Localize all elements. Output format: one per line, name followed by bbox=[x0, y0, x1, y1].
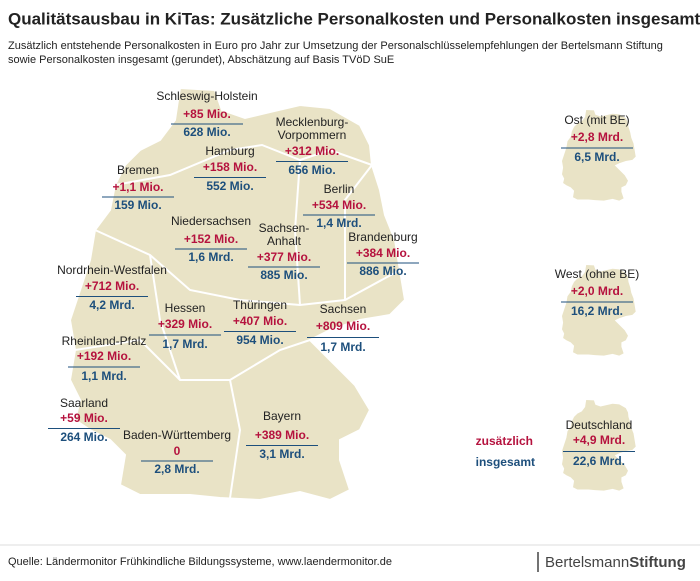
total-cost: 3,1 Mrd. bbox=[259, 447, 304, 461]
labels: Schleswig-Holstein +85 Mio. 628 Mio. Meckle… bbox=[48, 89, 639, 476]
additional-cost: +1,1 Mio. bbox=[112, 180, 163, 194]
legend-additional: zusätzlich bbox=[476, 434, 533, 448]
source: Quelle: Ländermonitor Frühkindliche Bild… bbox=[8, 556, 392, 568]
total-cost: 2,8 Mrd. bbox=[154, 462, 199, 476]
region-name: Baden-Württemberg bbox=[123, 428, 231, 442]
additional-cost: +158 Mio. bbox=[203, 160, 257, 174]
total-cost: 4,2 Mrd. bbox=[89, 298, 134, 312]
additional-cost: +192 Mio. bbox=[77, 349, 131, 363]
region-name: Hessen bbox=[165, 301, 206, 315]
region-name: Niedersachsen bbox=[171, 214, 251, 228]
region-name: West (ohne BE) bbox=[555, 267, 639, 281]
total-cost: 954 Mio. bbox=[236, 333, 283, 347]
additional-cost: +2,0 Mrd. bbox=[571, 284, 623, 298]
total-cost: 628 Mio. bbox=[183, 125, 230, 139]
additional-cost: +152 Mio. bbox=[184, 232, 238, 246]
region-name: Mecklenburg- bbox=[276, 115, 349, 129]
additional-cost: +389 Mio. bbox=[255, 428, 309, 442]
additional-cost: +712 Mio. bbox=[85, 279, 139, 293]
total-cost: 1,7 Mrd. bbox=[162, 337, 207, 351]
region-name: Brandenburg bbox=[348, 230, 417, 244]
border bbox=[293, 159, 301, 306]
additional-cost: +85 Mio. bbox=[183, 107, 231, 121]
additional-cost: +377 Mio. bbox=[257, 250, 311, 264]
region-name: Nordrhein-Westfalen bbox=[57, 263, 167, 277]
region-name: Hamburg bbox=[205, 144, 254, 158]
total-cost: 886 Mio. bbox=[359, 264, 406, 278]
region-name: Bremen bbox=[117, 163, 159, 177]
total-cost: 885 Mio. bbox=[260, 268, 307, 282]
region-name: Schleswig-Holstein bbox=[156, 89, 257, 103]
additional-cost: +2,8 Mrd. bbox=[571, 130, 623, 144]
region-name: Sachsen- bbox=[259, 221, 310, 235]
additional-cost: +4,9 Mrd. bbox=[573, 433, 625, 447]
total-cost: 552 Mio. bbox=[206, 179, 253, 193]
logo-bold: Stiftung bbox=[629, 554, 686, 571]
region-name: Deutschland bbox=[566, 418, 633, 432]
region-name: Thüringen bbox=[233, 298, 287, 312]
region-name: Berlin bbox=[324, 182, 355, 196]
border bbox=[149, 254, 181, 381]
additional-cost: +809 Mio. bbox=[316, 319, 370, 333]
additional-cost: +312 Mio. bbox=[285, 144, 339, 158]
total-cost: 22,6 Mrd. bbox=[573, 454, 625, 468]
title: Qualitätsausbau in KiTas: Zusätzliche Pe… bbox=[8, 9, 700, 28]
logo: BertelsmannStiftung bbox=[545, 554, 686, 571]
region-name: Anhalt bbox=[267, 234, 302, 248]
region-name: Rheinland-Pfalz bbox=[62, 334, 147, 348]
additional-cost: +407 Mio. bbox=[233, 314, 287, 328]
total-cost: 1,6 Mrd. bbox=[188, 250, 233, 264]
region-name: Bayern bbox=[263, 409, 301, 423]
border bbox=[344, 164, 373, 300]
total-cost: 1,4 Mrd. bbox=[316, 216, 361, 230]
total-cost: 264 Mio. bbox=[60, 430, 107, 444]
total-cost: 6,5 Mrd. bbox=[574, 150, 619, 164]
region-name: Saarland bbox=[60, 396, 108, 410]
subtitle: sowie Personalkosten insgesamt (gerundet… bbox=[8, 54, 394, 66]
border bbox=[229, 379, 242, 499]
additional-cost: +329 Mio. bbox=[158, 317, 212, 331]
border bbox=[74, 338, 311, 381]
logo-regular: Bertelsmann bbox=[545, 554, 629, 571]
additional-cost: +59 Mio. bbox=[60, 411, 108, 425]
region-name: Sachsen bbox=[320, 302, 367, 316]
total-cost: 159 Mio. bbox=[114, 198, 161, 212]
total-cost: 16,2 Mrd. bbox=[571, 304, 623, 318]
additional-cost: 0 bbox=[174, 444, 181, 458]
total-cost: 656 Mio. bbox=[288, 163, 335, 177]
subtitle: Zusätzlich entstehende Personalkosten in… bbox=[8, 40, 663, 52]
map bbox=[69, 87, 636, 501]
total-cost: 1,1 Mrd. bbox=[81, 369, 126, 383]
total-cost: 1,7 Mrd. bbox=[320, 340, 365, 354]
additional-cost: +384 Mio. bbox=[356, 246, 410, 260]
legend-total: insgesamt bbox=[476, 455, 535, 469]
region-name: Vorpommern bbox=[278, 128, 347, 142]
additional-cost: +534 Mio. bbox=[312, 198, 366, 212]
region-name: Ost (mit BE) bbox=[564, 113, 629, 127]
border bbox=[114, 143, 373, 186]
